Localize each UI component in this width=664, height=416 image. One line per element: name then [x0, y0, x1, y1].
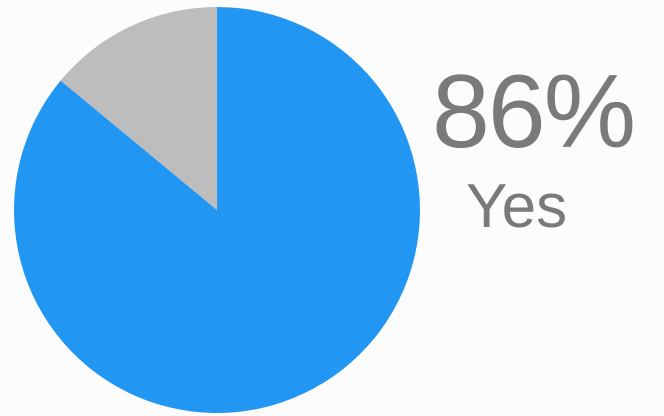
- pie-chart: [13, 6, 420, 413]
- pie-slice-yes: [13, 7, 420, 413]
- pie-slice-no: [60, 6, 217, 210]
- headline-label: Yes: [466, 172, 568, 241]
- headline-percentage: 86%: [432, 54, 636, 170]
